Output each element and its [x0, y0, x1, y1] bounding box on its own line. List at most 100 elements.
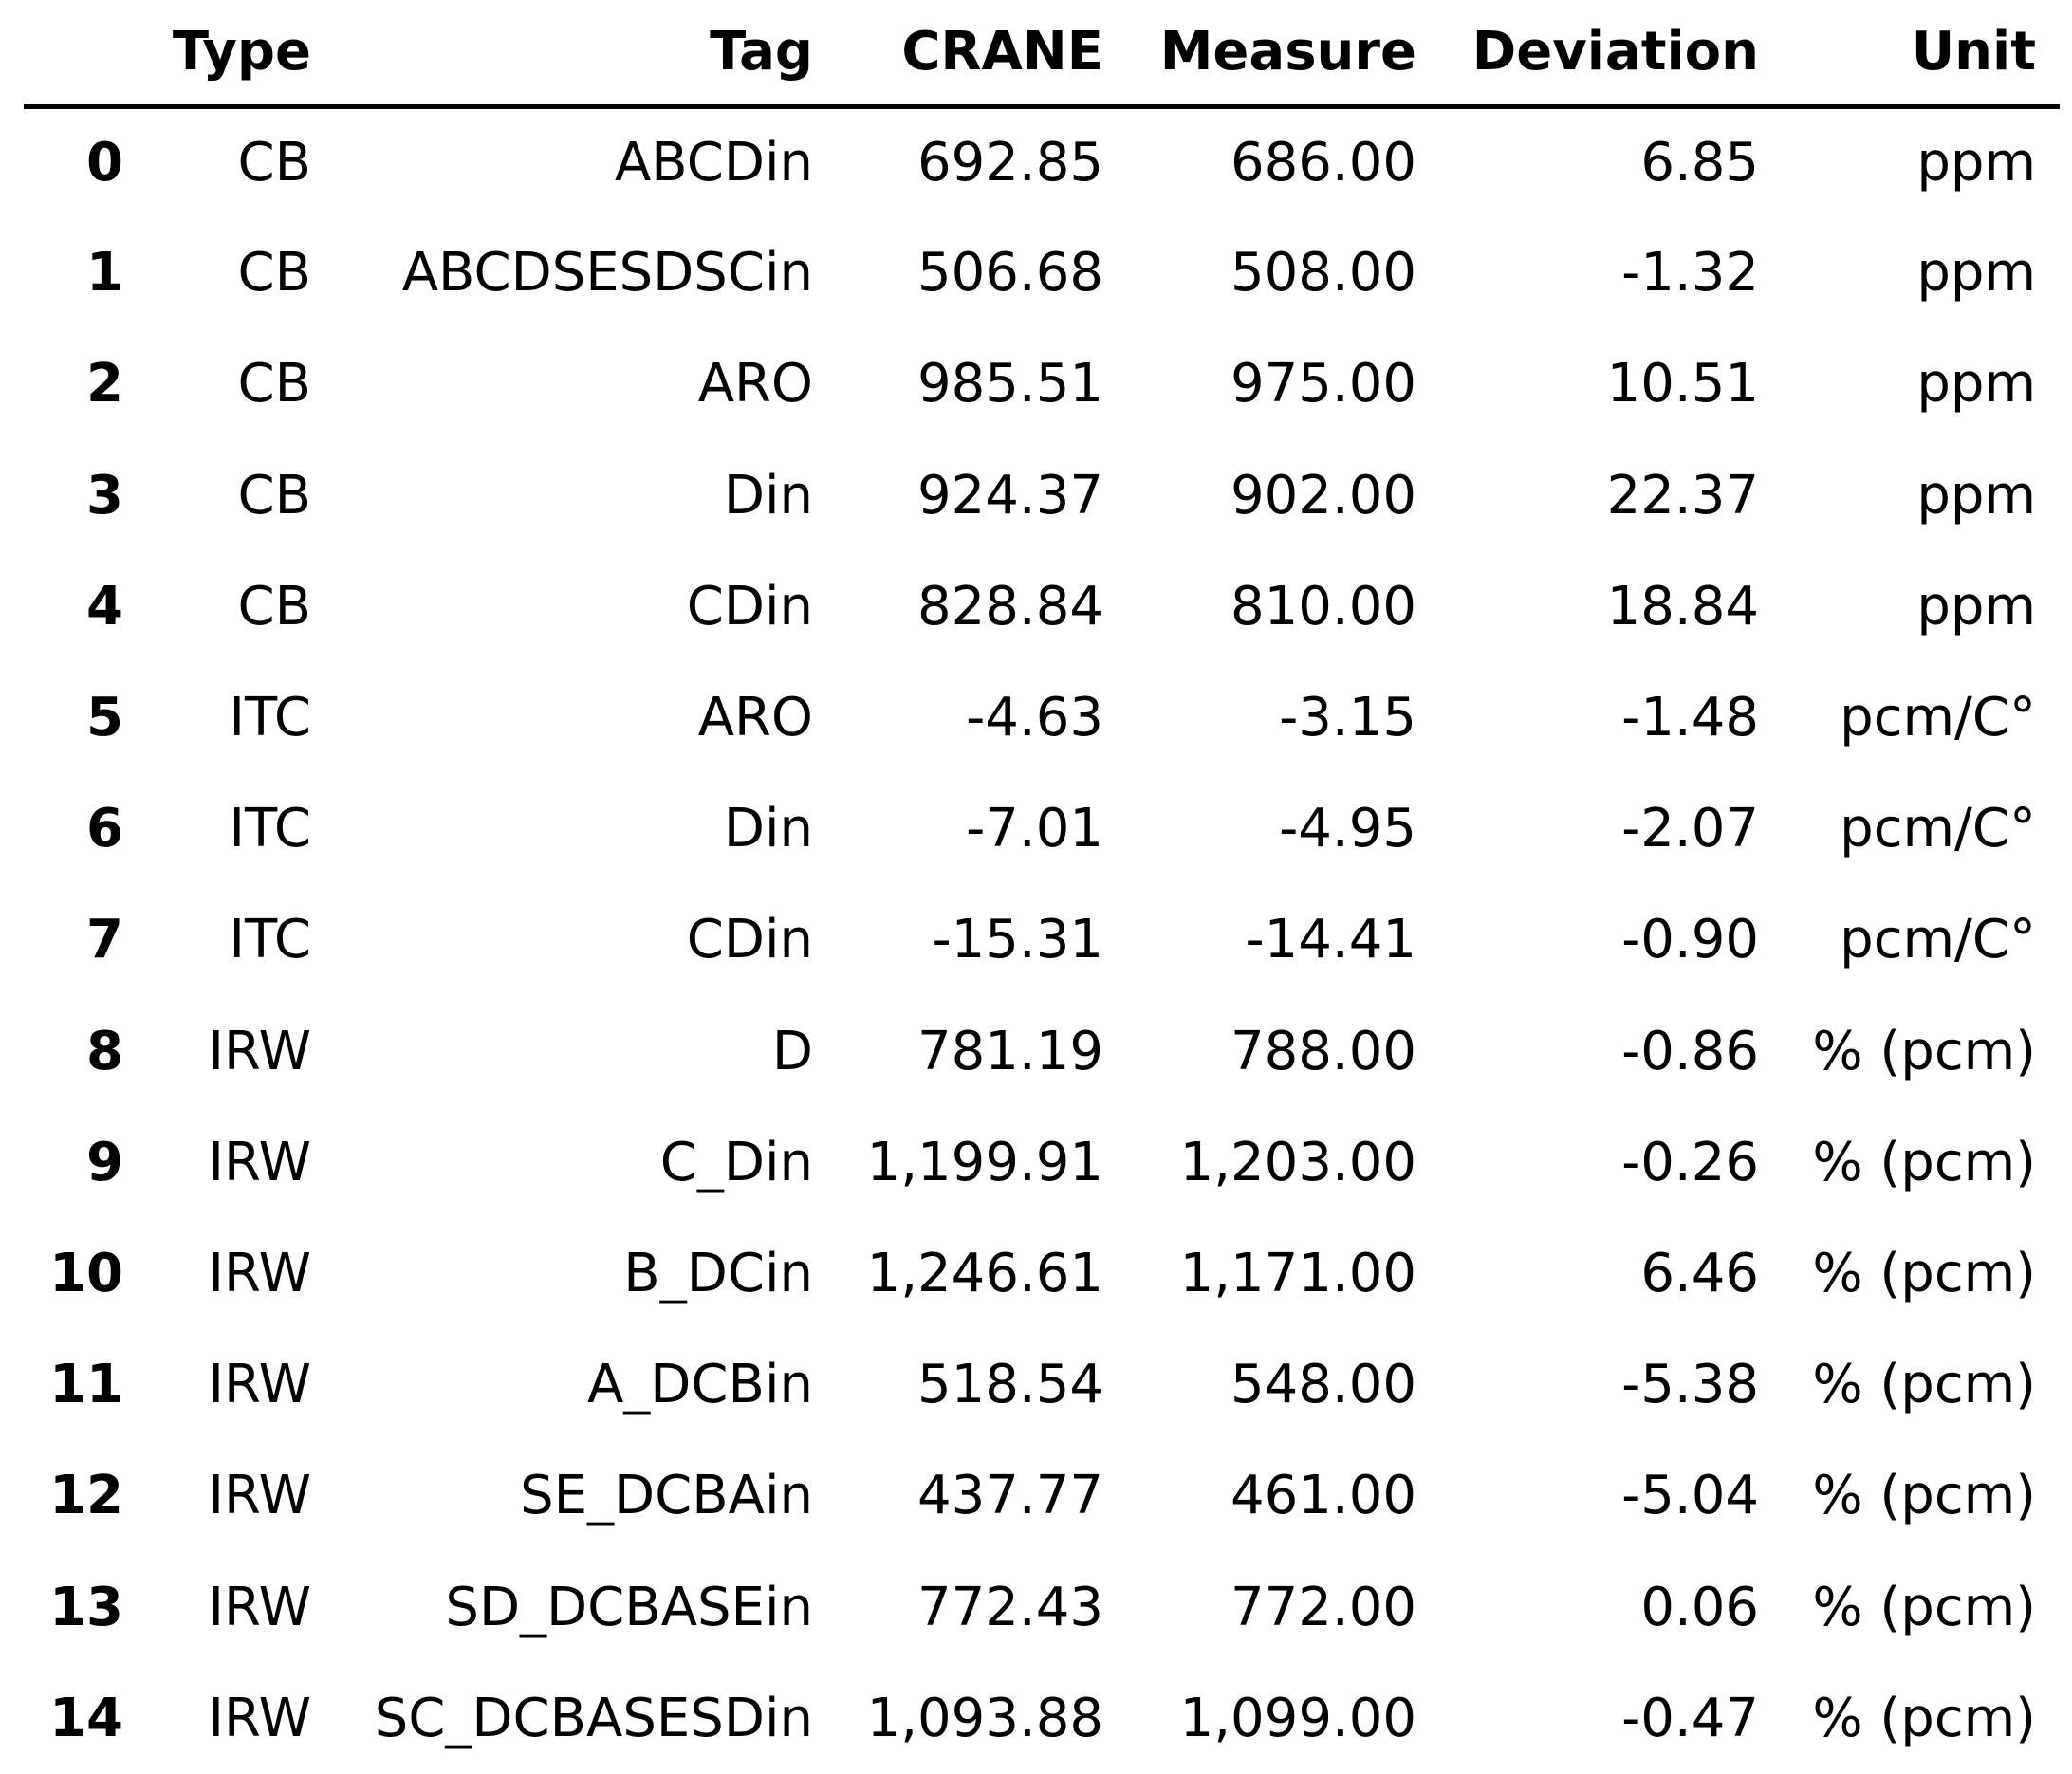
header-row: Type Tag CRANE Measure Deviation Unit: [24, 0, 2060, 109]
table-row: 13 IRW SD_DCBASEin 772.43 772.00 0.06 % (pcm): [24, 1551, 2060, 1662]
cell-unit: % (pcm): [1812, 1354, 2036, 1416]
table-body: 0 CB ABCDin 692.85 686.00 6.85 ppm 1 CB ABCDSESDS…: [24, 106, 2060, 1774]
cell-index: 6: [86, 798, 123, 860]
cell-crane: -15.31: [932, 909, 1103, 971]
cell-tag: SE_DCBAin: [520, 1465, 813, 1527]
cell-measure: 810.00: [1230, 575, 1416, 638]
cell-unit: % (pcm): [1812, 1242, 2036, 1304]
table-row: 3 CB Din 924.37 902.00 22.37 ppm: [24, 440, 2060, 551]
table-row: 1 CB ABCDSESDSCin 506.68 508.00 -1.32 ppm: [24, 217, 2060, 328]
table-row: 7 ITC CDin -15.31 -14.41 -0.90 pcm/C°: [24, 884, 2060, 995]
cell-type: CB: [237, 464, 311, 527]
cell-measure: 508.00: [1230, 242, 1416, 305]
cell-type: IRW: [208, 1242, 311, 1304]
cell-type: ITC: [229, 798, 311, 860]
cell-type: CB: [237, 353, 311, 416]
cell-crane: -7.01: [966, 798, 1103, 860]
cell-measure: 975.00: [1230, 353, 1416, 416]
cell-crane: 692.85: [917, 132, 1103, 194]
cell-type: CB: [237, 575, 311, 638]
cell-measure: 1,203.00: [1179, 1131, 1416, 1193]
cell-unit: pcm/C°: [1840, 687, 2036, 749]
header-crane: CRANE: [837, 0, 1127, 109]
cell-deviation: -0.86: [1621, 1020, 1759, 1082]
cell-deviation: -0.47: [1621, 1687, 1759, 1749]
cell-tag: Din: [723, 798, 813, 860]
cell-type: IRW: [208, 1687, 311, 1749]
cell-unit: ppm: [1916, 575, 2036, 638]
cell-type: ITC: [229, 687, 311, 749]
cell-tag: Din: [723, 464, 813, 527]
cell-index: 12: [49, 1465, 123, 1527]
cell-deviation: 10.51: [1606, 353, 1759, 416]
cell-unit: % (pcm): [1812, 1465, 2036, 1527]
table-row: 0 CB ABCDin 692.85 686.00 6.85 ppm: [24, 106, 2060, 217]
cell-index: 13: [49, 1576, 123, 1638]
cell-index: 11: [49, 1354, 123, 1416]
cell-deviation: 0.06: [1640, 1576, 1759, 1638]
cell-unit: ppm: [1916, 464, 2036, 527]
table-row: 2 CB ARO 985.51 975.00 10.51 ppm: [24, 328, 2060, 439]
header-deviation: Deviation: [1440, 0, 1783, 109]
cell-crane: 518.54: [917, 1354, 1103, 1416]
cell-unit: ppm: [1916, 132, 2036, 194]
cell-deviation: -2.07: [1621, 798, 1759, 860]
cell-tag: SD_DCBASEin: [445, 1576, 813, 1638]
cell-tag: B_DCin: [623, 1242, 813, 1304]
header-measure: Measure: [1127, 0, 1440, 109]
cell-unit: % (pcm): [1812, 1131, 2036, 1193]
table-row: 6 ITC Din -7.01 -4.95 -2.07 pcm/C°: [24, 773, 2060, 884]
cell-index: 14: [49, 1687, 123, 1749]
cell-measure: -4.95: [1279, 798, 1416, 860]
cell-crane: 985.51: [917, 353, 1103, 416]
header-type: Type: [147, 0, 335, 109]
cell-tag: ARO: [697, 353, 813, 416]
cell-tag: ABCDin: [614, 132, 813, 194]
cell-tag: SC_DCBASESDin: [374, 1687, 813, 1749]
cell-deviation: 6.85: [1640, 132, 1759, 194]
cell-tag: C_Din: [659, 1131, 813, 1193]
data-table-container: Type Tag CRANE Measure Deviation Unit 0 C…: [24, 0, 2060, 1774]
cell-crane: 1,199.91: [866, 1131, 1103, 1193]
cell-index: 8: [86, 1020, 123, 1082]
cell-crane: 1,246.61: [866, 1242, 1103, 1304]
cell-measure: 902.00: [1230, 464, 1416, 527]
cell-unit: % (pcm): [1812, 1687, 2036, 1749]
header-index: [24, 0, 147, 109]
cell-crane: 1,093.88: [866, 1687, 1103, 1749]
cell-measure: 772.00: [1230, 1576, 1416, 1638]
cell-unit: ppm: [1916, 242, 2036, 305]
cell-crane: 506.68: [917, 242, 1103, 305]
cell-tag: A_DCBin: [587, 1354, 813, 1416]
cell-tag: ARO: [697, 687, 813, 749]
table-row: 10 IRW B_DCin 1,246.61 1,171.00 6.46 % (pcm): [24, 1218, 2060, 1329]
cell-tag: D: [771, 1020, 813, 1082]
cell-deviation: -0.26: [1621, 1131, 1759, 1193]
cell-type: IRW: [208, 1131, 311, 1193]
cell-deviation: 18.84: [1606, 575, 1759, 638]
cell-crane: 772.43: [917, 1576, 1103, 1638]
table-row: 8 IRW D 781.19 788.00 -0.86 % (pcm): [24, 996, 2060, 1107]
table-row: 9 IRW C_Din 1,199.91 1,203.00 -0.26 % (pcm): [24, 1107, 2060, 1218]
cell-measure: -3.15: [1279, 687, 1416, 749]
cell-tag: ABCDSESDSCin: [401, 242, 813, 305]
cell-index: 10: [49, 1242, 123, 1304]
cell-type: ITC: [229, 909, 311, 971]
cell-measure: -14.41: [1245, 909, 1416, 971]
cell-unit: ppm: [1916, 353, 2036, 416]
table-row: 4 CB CDin 828.84 810.00 18.84 ppm: [24, 551, 2060, 662]
cell-measure: 548.00: [1230, 1354, 1416, 1416]
cell-type: IRW: [208, 1020, 311, 1082]
cell-deviation: 22.37: [1606, 464, 1759, 527]
cell-index: 9: [86, 1131, 123, 1193]
cell-deviation: -1.48: [1621, 687, 1759, 749]
cell-measure: 1,099.00: [1179, 1687, 1416, 1749]
cell-measure: 1,171.00: [1179, 1242, 1416, 1304]
cell-index: 0: [86, 132, 123, 194]
cell-type: CB: [237, 242, 311, 305]
cell-crane: -4.63: [966, 687, 1103, 749]
cell-type: IRW: [208, 1576, 311, 1638]
cell-tag: CDin: [686, 575, 813, 638]
header-tag: Tag: [335, 0, 837, 109]
cell-unit: pcm/C°: [1840, 798, 2036, 860]
